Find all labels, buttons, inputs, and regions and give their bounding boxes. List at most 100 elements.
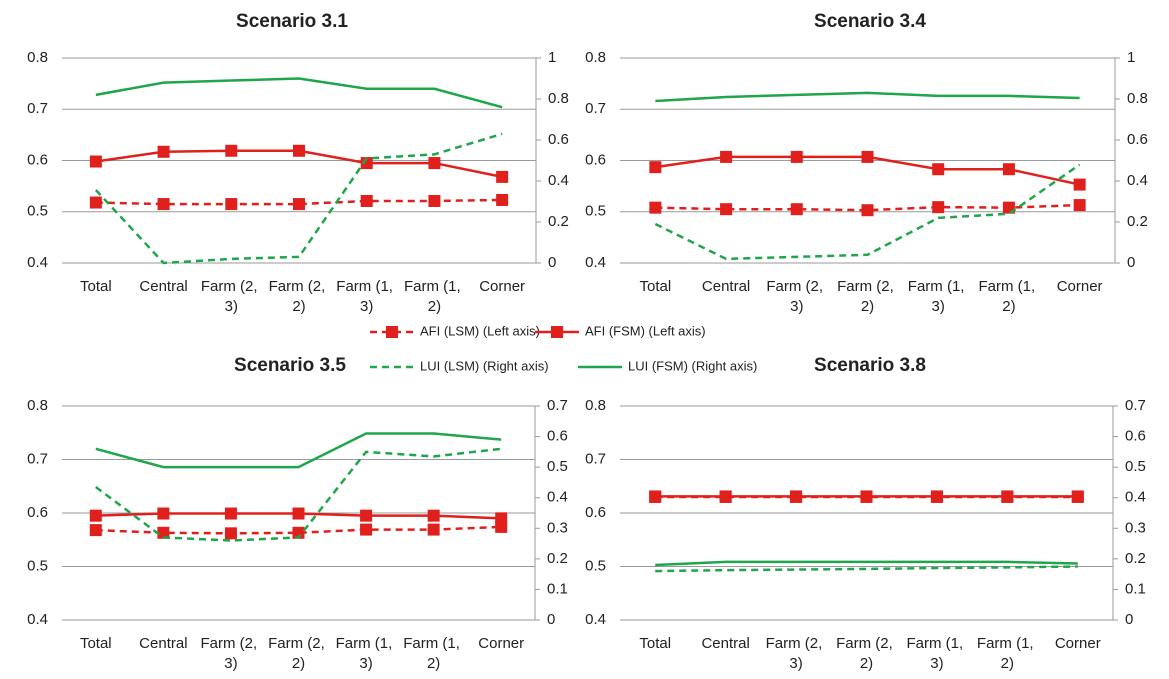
y2-tick-label: 0 [547,611,555,628]
y-tick-label: 0.4 [585,611,606,628]
marker [428,194,441,207]
y2-tick-label: 0.4 [548,172,569,189]
x-tick-label: Corner [479,278,525,295]
x-tick-label: Corner [1055,635,1101,652]
y2-tick-label: 0.1 [547,580,568,597]
x-tick-label: Farm (2, 3) [766,635,827,672]
marker [157,145,170,158]
x-tick-label: Total [80,635,112,652]
marker [790,203,803,216]
x-tick-label: Farm (2, 3) [201,278,262,315]
series-line [95,77,503,109]
marker [427,523,440,536]
y2-tick-label: 0.6 [1125,428,1146,445]
marker [292,526,305,539]
series-line [654,163,1081,261]
x-tick-label: Farm (1, 2) [977,635,1038,672]
marker [1071,490,1084,503]
y-tick-label: 0.7 [585,450,606,467]
marker [360,509,373,522]
marker [932,201,945,214]
marker [360,523,373,536]
chart-title: Scenario 3.4 [814,11,926,32]
x-tick-label: Farm (1, 3) [908,278,969,315]
y-tick-label: 0.8 [27,49,48,66]
x-tick-label: Farm (1, 2) [404,278,465,315]
x-tick-label: Farm (1, 3) [336,635,397,672]
y-tick-label: 0.6 [27,504,48,521]
marker [496,193,509,206]
y2-tick-label: 0.5 [1125,458,1146,475]
y-tick-label: 0.5 [585,203,606,220]
x-tick-line: Farm (1, [907,635,968,652]
marker [293,144,305,157]
x-tick-line: Farm (2, [201,278,262,295]
y-tick-label: 0.6 [585,151,606,168]
x-tick-label: Central [139,635,187,652]
x-tick-label: Farm (2, 3) [201,635,262,672]
y2-tick-label: 0.3 [547,519,568,536]
x-tick-label: Central [702,278,750,295]
y2-tick-label: 0.2 [1127,213,1148,230]
x-tick-line: 2) [861,298,874,315]
y-tick-label: 0.7 [27,100,48,117]
chart-title: Scenario 3.8 [814,355,926,376]
x-tick-line: Farm (1, [977,635,1038,652]
marker [649,490,662,503]
legend-label: LUI (LSM) (Right axis) [420,358,549,373]
marker [224,527,237,540]
x-tick-label: Central [701,635,749,652]
y2-tick-label: 0.7 [547,397,568,414]
x-tick-label: Corner [1057,278,1103,295]
y2-tick-label: 0.5 [547,458,568,475]
marker [89,524,102,537]
marker [89,509,102,522]
x-tick-line: Farm (2, [766,278,827,295]
y2-tick-label: 0 [1127,254,1135,271]
x-tick-line: Farm (1, [404,278,465,295]
chart-title: Scenario 3.1 [236,11,348,32]
marker [719,490,732,503]
marker [427,509,440,522]
y2-tick-label: 0.4 [1127,172,1148,189]
chart-title: Scenario 3.5 [234,355,346,376]
x-tick-line: 2) [292,655,305,672]
marker [225,144,238,157]
y-tick-label: 0.6 [585,504,606,521]
y2-tick-label: 0.2 [1125,550,1146,567]
series-line [655,565,1078,573]
y-tick-label: 0.5 [27,203,48,220]
marker [89,155,102,168]
series-line [94,132,503,265]
y2-tick-label: 0.4 [547,489,568,506]
x-tick-line: 2) [292,298,305,315]
x-tick-line: Farm (1, [336,635,397,652]
x-tick-line: 2) [1001,655,1014,672]
marker [293,198,305,211]
legend-label: AFI (FSM) (Left axis) [585,323,706,338]
marker [1073,199,1086,212]
x-tick-label: Farm (2, 2) [269,278,330,315]
y-tick-label: 0.8 [27,397,48,414]
x-tick-line: 3) [789,655,802,672]
marker [790,150,803,163]
y2-tick-label: 0.8 [548,90,569,107]
marker [360,157,373,170]
series-line [655,91,1080,103]
y2-tick-label: 0.6 [548,131,569,148]
marker [1073,178,1086,191]
y2-tick-label: 0.7 [1125,397,1146,414]
y-tick-label: 0.6 [27,151,48,168]
marker [225,198,238,211]
x-tick-line: 3) [359,655,372,672]
marker [292,507,305,520]
x-tick-line: 2) [860,655,873,672]
y-tick-label: 0.4 [27,611,48,628]
marker [157,526,170,539]
y2-tick-label: 0.8 [1127,90,1148,107]
series-line [655,560,1078,567]
x-tick-label: Farm (2, 2) [837,278,898,315]
x-tick-label: Farm (2, 3) [766,278,827,315]
marker [89,196,102,209]
marker [861,150,874,163]
